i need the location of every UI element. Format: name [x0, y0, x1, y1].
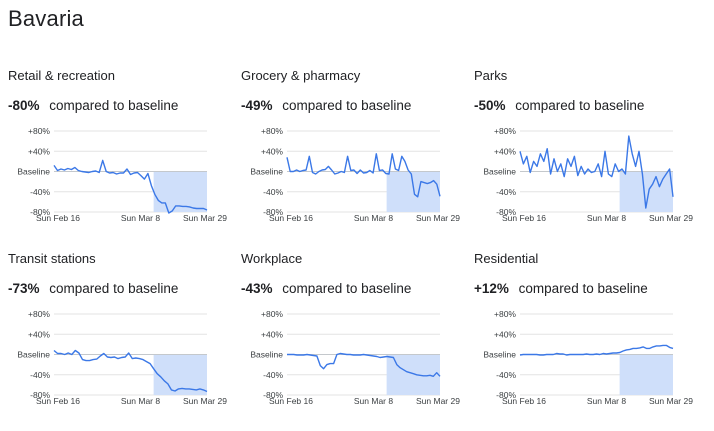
change-percent: -80% — [8, 98, 40, 113]
x-tick-label: Sun Mar 29 — [649, 213, 693, 223]
y-tick-label: -40% — [30, 187, 50, 197]
y-tick-label: +80% — [28, 309, 50, 319]
panel-retail-recreation: Retail & recreation -80% compared to bas… — [8, 68, 234, 248]
change-caption: compared to baseline — [515, 98, 645, 113]
y-tick-label: +80% — [261, 126, 283, 136]
workplace-chart: +80% +40% Baseline -40% -80%Sun Feb 16 Sun Ma… — [250, 309, 460, 406]
y-tick-label: -80% — [496, 207, 516, 217]
page-title: Bavaria — [8, 6, 84, 31]
change-caption: compared to baseline — [49, 281, 179, 296]
y-tick-label: +40% — [28, 146, 50, 156]
x-tick-label: Sun Feb 16 — [36, 213, 80, 223]
y-tick-label: -80% — [263, 207, 283, 217]
y-tick-label: -40% — [496, 187, 516, 197]
x-tick-label: Sun Mar 8 — [121, 213, 160, 223]
change-percent: -50% — [474, 98, 506, 113]
panel-title: Transit stations — [8, 251, 96, 266]
x-tick-label: Sun Mar 29 — [649, 396, 693, 406]
panel-residential: Residential +12% compared to baseline +8… — [474, 251, 700, 431]
y-tick-label: Baseline — [483, 167, 516, 177]
change-percent: +12% — [474, 281, 509, 296]
series-line — [519, 135, 674, 209]
transit-stations-chart: +80% +40% Baseline -40% -80%Sun Feb 16 Sun Ma… — [17, 309, 227, 406]
change-summary: -80% compared to baseline — [8, 98, 178, 113]
y-tick-label: +40% — [261, 146, 283, 156]
y-tick-label: Baseline — [17, 167, 50, 177]
y-tick-label: Baseline — [483, 350, 516, 360]
x-tick-label: Sun Mar 8 — [354, 213, 393, 223]
change-percent: -73% — [8, 281, 40, 296]
x-tick-label: Sun Feb 16 — [502, 396, 546, 406]
x-tick-label: Sun Mar 29 — [183, 213, 227, 223]
parks-chart: +80% +40% Baseline -40% -80%Sun Feb 16 Sun Ma… — [483, 126, 693, 223]
y-tick-label: -80% — [496, 390, 516, 400]
series-line — [286, 153, 441, 198]
change-caption: compared to baseline — [518, 281, 648, 296]
y-tick-label: -40% — [263, 187, 283, 197]
x-tick-label: Sun Feb 16 — [36, 396, 80, 406]
y-tick-label: -40% — [263, 370, 283, 380]
y-tick-label: Baseline — [250, 167, 283, 177]
change-summary: -73% compared to baseline — [8, 281, 178, 296]
change-caption: compared to baseline — [282, 281, 412, 296]
x-tick-label: Sun Mar 29 — [183, 396, 227, 406]
panel-parks: Parks -50% compared to baseline +80% +40%… — [474, 68, 700, 248]
y-tick-label: +80% — [494, 126, 516, 136]
series-line — [287, 352, 441, 378]
change-summary: -49% compared to baseline — [241, 98, 411, 113]
x-tick-label: Sun Mar 8 — [121, 396, 160, 406]
panel-title: Grocery & pharmacy — [241, 68, 361, 83]
y-tick-label: -40% — [30, 370, 50, 380]
grocery-pharmacy-chart: +80% +40% Baseline -40% -80%Sun Feb 16 Sun Ma… — [250, 126, 460, 223]
change-percent: -49% — [241, 98, 273, 113]
y-tick-label: +80% — [494, 309, 516, 319]
x-tick-label: Sun Mar 29 — [416, 213, 460, 223]
change-summary: -50% compared to baseline — [474, 98, 644, 113]
y-tick-label: +40% — [494, 146, 516, 156]
change-caption: compared to baseline — [49, 98, 179, 113]
y-tick-label: +80% — [261, 309, 283, 319]
change-percent: -43% — [241, 281, 273, 296]
retail-recreation-chart: +80% +40% Baseline -40% -80%Sun Feb 16 Sun Ma… — [17, 126, 227, 223]
y-tick-label: -80% — [30, 207, 50, 217]
y-tick-label: +40% — [494, 329, 516, 339]
x-tick-label: Sun Feb 16 — [269, 213, 313, 223]
series-line — [53, 349, 208, 393]
change-summary: -43% compared to baseline — [241, 281, 411, 296]
panel-workplace: Workplace -43% compared to baseline +80%… — [241, 251, 467, 431]
y-tick-label: -40% — [496, 370, 516, 380]
post-baseline-band — [153, 171, 207, 212]
y-tick-label: Baseline — [250, 350, 283, 360]
x-tick-label: Sun Feb 16 — [269, 396, 313, 406]
panel-grocery-pharmacy: Grocery & pharmacy -49% compared to base… — [241, 68, 467, 248]
panel-title: Parks — [474, 68, 508, 83]
y-tick-label: -80% — [263, 390, 283, 400]
panel-title: Retail & recreation — [8, 68, 115, 83]
change-summary: +12% compared to baseline — [474, 281, 648, 296]
post-baseline-band — [619, 354, 673, 395]
residential-chart: +80% +40% Baseline -40% -80%Sun Feb 16 Sun Ma… — [483, 309, 693, 406]
x-tick-label: Sun Mar 29 — [416, 396, 460, 406]
y-tick-label: +40% — [28, 329, 50, 339]
series-line — [53, 159, 208, 214]
y-tick-label: +80% — [28, 126, 50, 136]
x-tick-label: Sun Feb 16 — [502, 213, 546, 223]
change-caption: compared to baseline — [282, 98, 412, 113]
panel-title: Workplace — [241, 251, 303, 266]
panel-transit-stations: Transit stations -73% compared to baseli… — [8, 251, 234, 431]
y-tick-label: -80% — [30, 390, 50, 400]
x-tick-label: Sun Mar 8 — [587, 213, 626, 223]
x-tick-label: Sun Mar 8 — [354, 396, 393, 406]
series-line — [519, 344, 674, 356]
y-tick-label: Baseline — [17, 350, 50, 360]
x-tick-label: Sun Mar 8 — [587, 396, 626, 406]
post-baseline-band — [386, 171, 440, 212]
y-tick-label: +40% — [261, 329, 283, 339]
panel-title: Residential — [474, 251, 539, 266]
